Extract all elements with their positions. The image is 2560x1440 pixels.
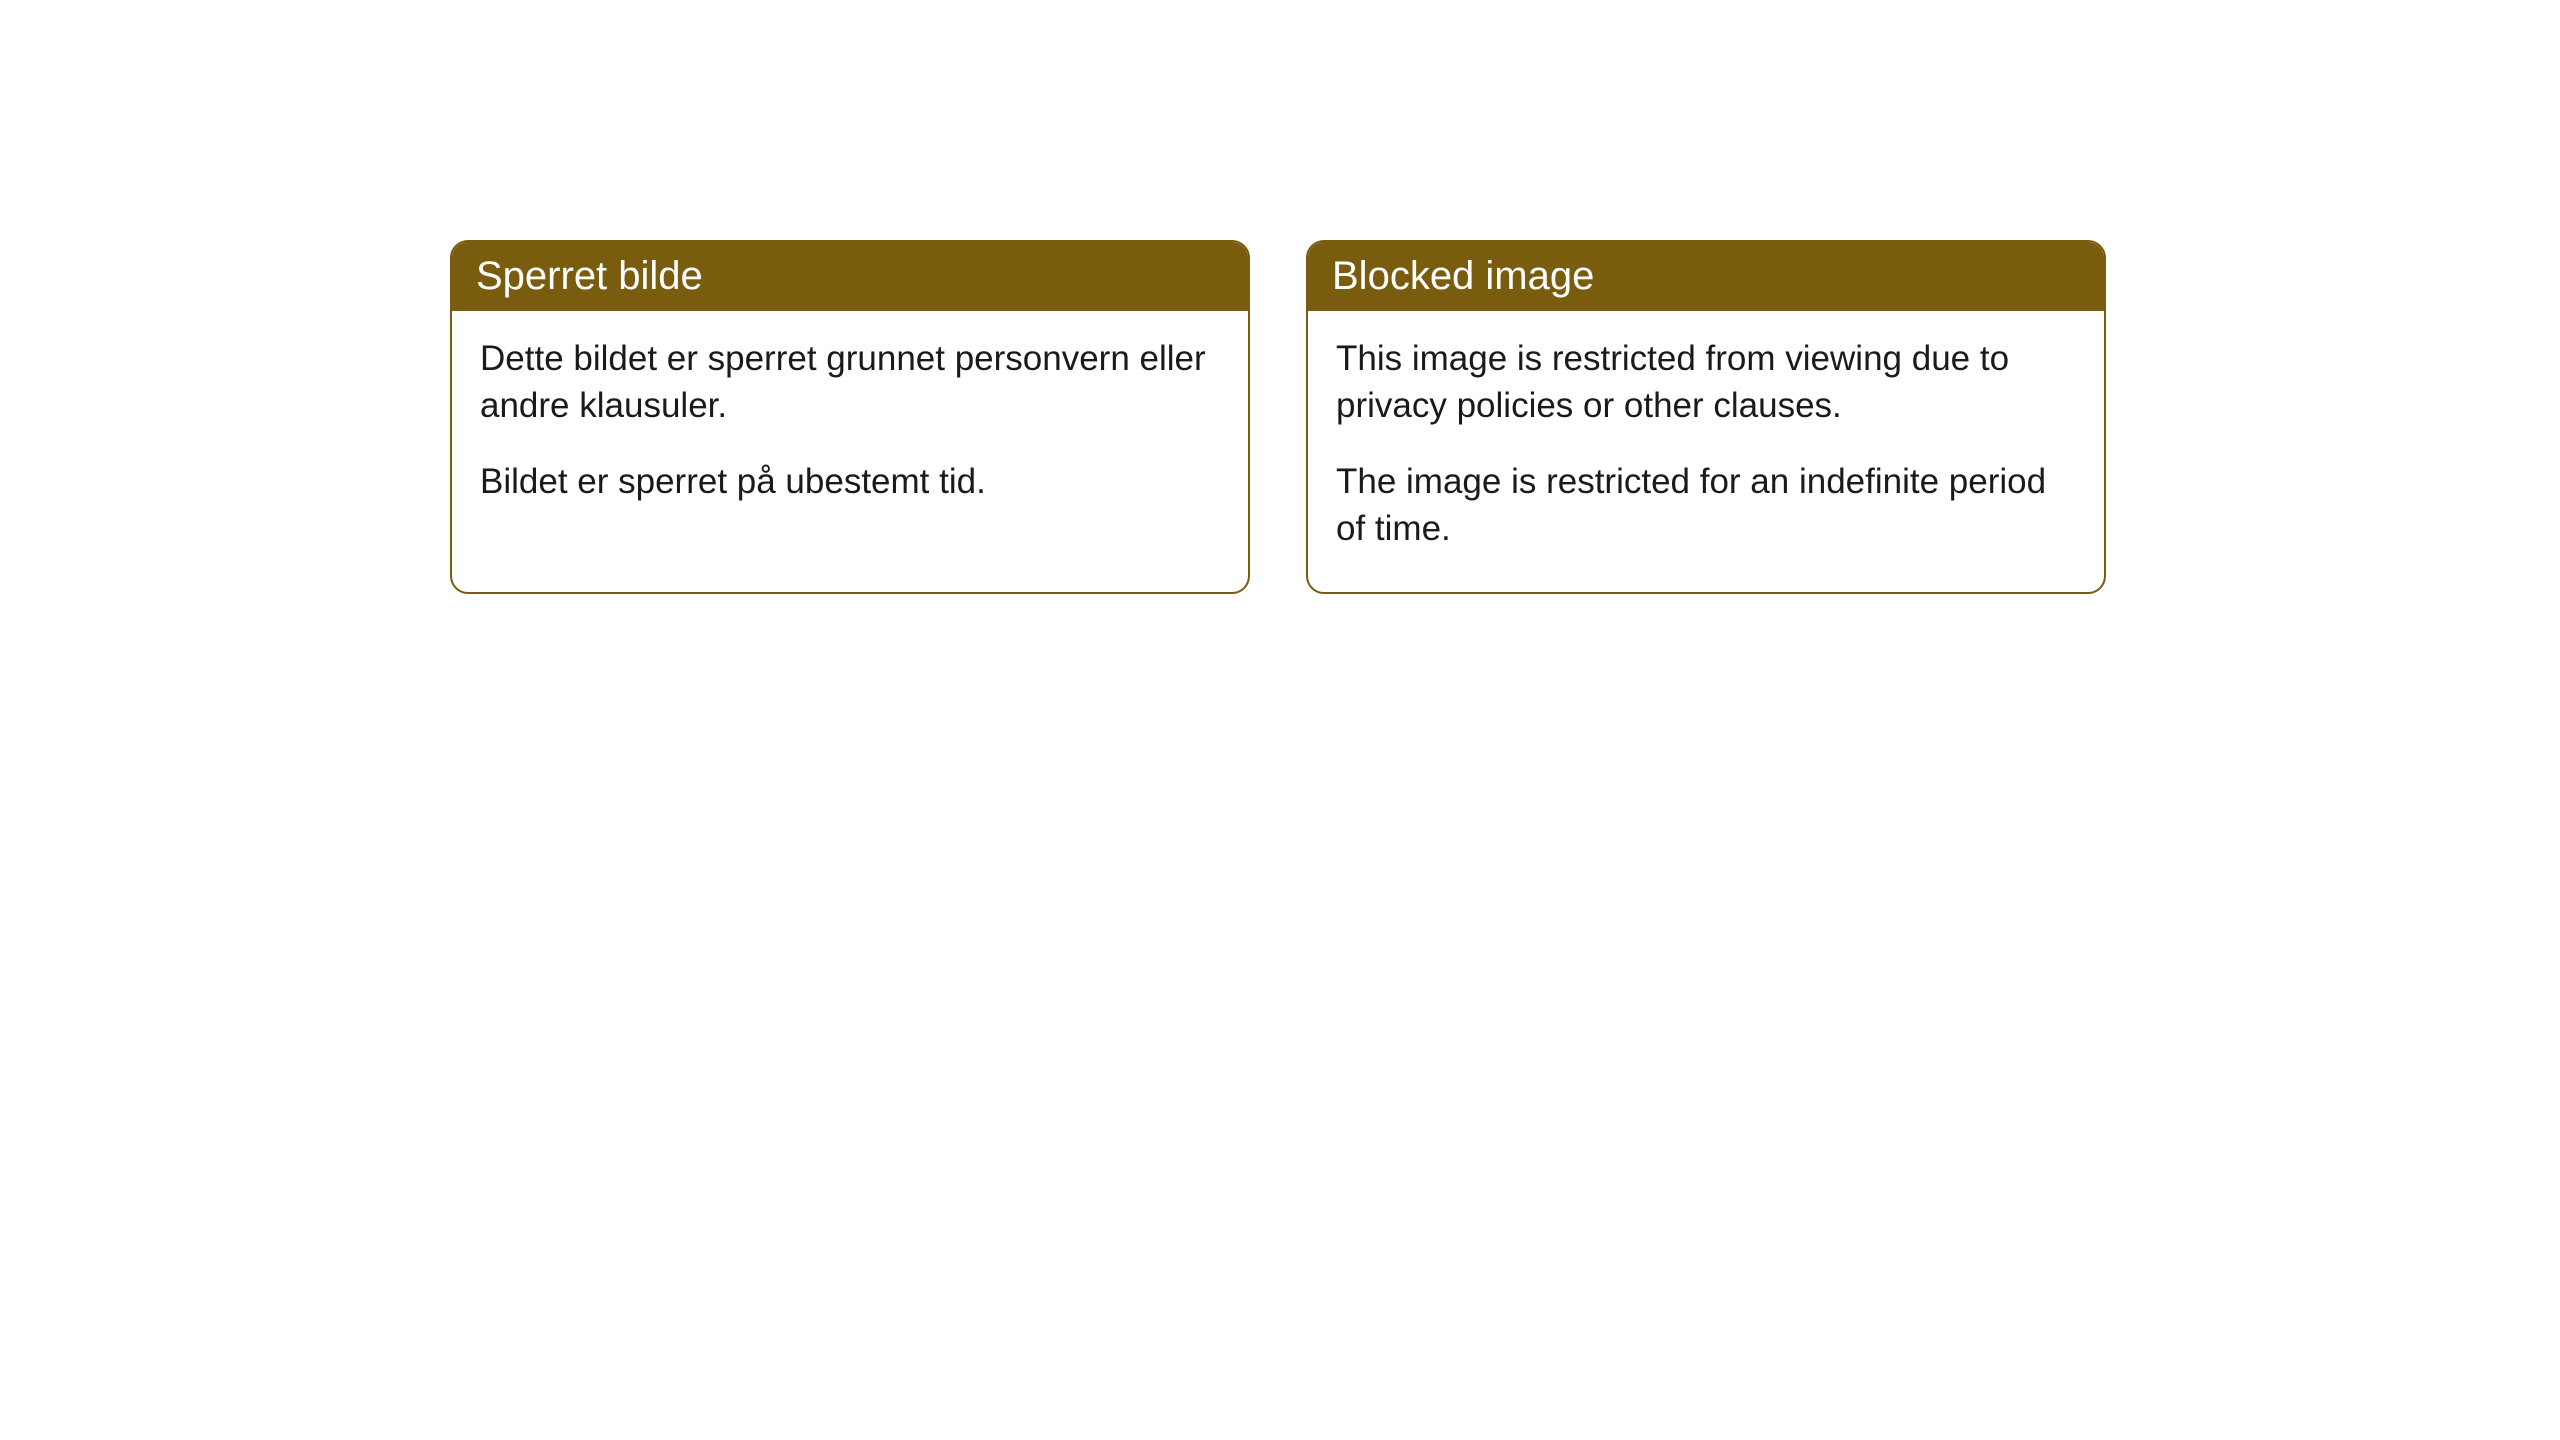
notice-card-norwegian: Sperret bilde Dette bildet er sperret gr… [450,240,1250,594]
card-body: Dette bildet er sperret grunnet personve… [452,311,1248,545]
card-paragraph: Bildet er sperret på ubestemt tid. [480,458,1220,505]
card-paragraph: This image is restricted from viewing du… [1336,335,2076,430]
card-paragraph: The image is restricted for an indefinit… [1336,458,2076,553]
notice-card-container: Sperret bilde Dette bildet er sperret gr… [0,0,2560,594]
card-body: This image is restricted from viewing du… [1308,311,2104,592]
card-header: Sperret bilde [452,242,1248,311]
card-title: Sperret bilde [476,254,703,298]
card-paragraph: Dette bildet er sperret grunnet personve… [480,335,1220,430]
notice-card-english: Blocked image This image is restricted f… [1306,240,2106,594]
card-title: Blocked image [1332,254,1594,298]
card-header: Blocked image [1308,242,2104,311]
